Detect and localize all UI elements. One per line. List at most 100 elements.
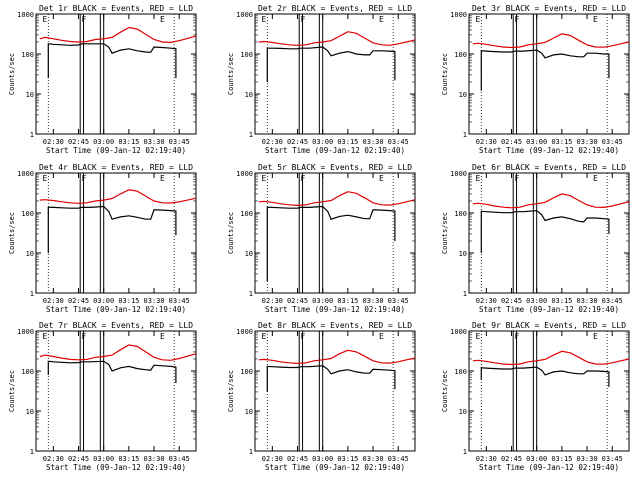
y-tick-label: 100 bbox=[21, 51, 34, 59]
y-tick-label: 10 bbox=[26, 408, 34, 416]
x-tick-label: 03:45 bbox=[388, 297, 409, 305]
marker-label: E bbox=[593, 332, 598, 341]
marker-label: F bbox=[81, 332, 86, 341]
marker-label: E bbox=[43, 174, 48, 183]
y-axis-label: Counts/sec bbox=[8, 53, 16, 95]
y-tick-label: 1 bbox=[30, 448, 34, 456]
plot-frame bbox=[468, 13, 630, 135]
y-axis-label: Counts/sec bbox=[227, 370, 235, 412]
lld-series-line bbox=[258, 349, 416, 365]
events-series-line bbox=[266, 365, 396, 392]
y-tick-label: 1000 bbox=[17, 170, 34, 178]
x-tick-label: 03:15 bbox=[551, 138, 572, 146]
chart-panel: Det 4r BLACK = Events, RED = LLD 1 10 100 10… bbox=[8, 163, 197, 314]
x-tick-label: 03:45 bbox=[388, 455, 409, 463]
x-axis-label: Start Time (09-Jan-12 02:19:40) bbox=[46, 146, 186, 155]
y-tick-label: 1000 bbox=[17, 328, 34, 336]
marker-label: F bbox=[514, 15, 519, 24]
lld-series-line bbox=[472, 33, 630, 49]
y-tick-label: 10 bbox=[459, 91, 467, 99]
marker-label: F bbox=[81, 174, 86, 183]
marker-label: F bbox=[300, 15, 305, 24]
x-tick-label: 03:30 bbox=[144, 297, 165, 305]
lld-series-line bbox=[258, 191, 416, 207]
marker-label: E bbox=[262, 332, 267, 341]
lld-series-line bbox=[472, 350, 630, 366]
chart-title: Det 3r BLACK = Events, RED = LLD bbox=[472, 4, 626, 13]
y-tick-label: 10 bbox=[245, 408, 253, 416]
x-tick-label: 03:00 bbox=[93, 138, 114, 146]
y-tick-label: 100 bbox=[21, 210, 34, 218]
y-tick-label: 10 bbox=[245, 91, 253, 99]
x-tick-label: 02:30 bbox=[476, 297, 497, 305]
plot-frame bbox=[254, 330, 416, 452]
chart-title: Det 7r BLACK = Events, RED = LLD bbox=[39, 321, 193, 330]
y-tick-label: 1 bbox=[463, 290, 467, 298]
x-tick-label: 02:45 bbox=[68, 138, 89, 146]
y-tick-label: 1000 bbox=[236, 170, 253, 178]
x-tick-label: 02:30 bbox=[43, 138, 64, 146]
x-tick-label: 03:15 bbox=[118, 138, 139, 146]
y-tick-label: 1000 bbox=[236, 11, 253, 19]
x-tick-label: 03:45 bbox=[602, 455, 623, 463]
x-tick-label: 02:30 bbox=[43, 455, 64, 463]
chart-panel: Det 8r BLACK = Events, RED = LLD 1 10 100 10… bbox=[227, 321, 416, 472]
marker-label: E bbox=[476, 15, 481, 24]
x-tick-label: 03:30 bbox=[144, 138, 165, 146]
x-tick-label: 03:15 bbox=[118, 455, 139, 463]
y-tick-label: 1 bbox=[463, 448, 467, 456]
plot-frame bbox=[35, 330, 197, 452]
events-series-line bbox=[480, 366, 610, 387]
marker-label: E bbox=[476, 332, 481, 341]
x-axis-label: Start Time (09-Jan-12 02:19:40) bbox=[46, 463, 186, 472]
chart-panel: Det 9r BLACK = Events, RED = LLD 1 10 100 10… bbox=[441, 321, 630, 472]
x-tick-label: 03:15 bbox=[337, 297, 358, 305]
y-tick-label: 100 bbox=[454, 210, 467, 218]
y-tick-label: 1000 bbox=[450, 11, 467, 19]
x-tick-label: 03:00 bbox=[312, 455, 333, 463]
x-tick-label: 02:45 bbox=[501, 138, 522, 146]
y-tick-label: 1 bbox=[249, 290, 253, 298]
x-tick-label: 02:30 bbox=[43, 297, 64, 305]
y-axis-label: Counts/sec bbox=[227, 212, 235, 254]
y-tick-label: 100 bbox=[240, 368, 253, 376]
x-tick-label: 02:45 bbox=[501, 297, 522, 305]
x-tick-label: 02:45 bbox=[68, 455, 89, 463]
marker-label: E bbox=[379, 15, 384, 24]
y-tick-label: 1 bbox=[463, 131, 467, 139]
x-tick-label: 03:00 bbox=[526, 455, 547, 463]
x-tick-label: 03:45 bbox=[388, 138, 409, 146]
events-series-line bbox=[47, 360, 177, 383]
x-tick-label: 02:30 bbox=[476, 455, 497, 463]
y-tick-label: 1 bbox=[249, 131, 253, 139]
y-tick-label: 10 bbox=[26, 91, 34, 99]
x-tick-label: 03:30 bbox=[363, 455, 384, 463]
marker-label: E bbox=[593, 15, 598, 24]
x-tick-label: 03:00 bbox=[526, 138, 547, 146]
x-tick-label: 03:30 bbox=[577, 297, 598, 305]
x-tick-label: 03:30 bbox=[363, 297, 384, 305]
y-tick-label: 100 bbox=[21, 368, 34, 376]
marker-label: F bbox=[514, 332, 519, 341]
y-axis-label: Counts/sec bbox=[8, 212, 16, 254]
x-tick-label: 03:45 bbox=[169, 455, 190, 463]
chart-panel: Det 1r BLACK = Events, RED = LLD 1 10 100 10… bbox=[8, 4, 197, 155]
chart-panel: Det 2r BLACK = Events, RED = LLD 1 10 100 10… bbox=[227, 4, 416, 155]
y-tick-label: 100 bbox=[240, 51, 253, 59]
marker-label: E bbox=[379, 174, 384, 183]
x-axis-label: Start Time (09-Jan-12 02:19:40) bbox=[265, 305, 405, 314]
marker-label: F bbox=[514, 174, 519, 183]
marker-label: F bbox=[300, 332, 305, 341]
x-tick-label: 02:45 bbox=[68, 297, 89, 305]
plot-frame bbox=[254, 13, 416, 135]
y-tick-label: 1 bbox=[30, 290, 34, 298]
y-tick-label: 1000 bbox=[450, 170, 467, 178]
events-series-line bbox=[266, 205, 396, 281]
chart-panel: Det 5r BLACK = Events, RED = LLD 1 10 100 10… bbox=[227, 163, 416, 314]
x-tick-label: 03:30 bbox=[144, 455, 165, 463]
x-tick-label: 03:00 bbox=[93, 297, 114, 305]
marker-label: E bbox=[43, 15, 48, 24]
chart-title: Det 2r BLACK = Events, RED = LLD bbox=[258, 4, 412, 13]
x-axis-label: Start Time (09-Jan-12 02:19:40) bbox=[479, 463, 619, 472]
